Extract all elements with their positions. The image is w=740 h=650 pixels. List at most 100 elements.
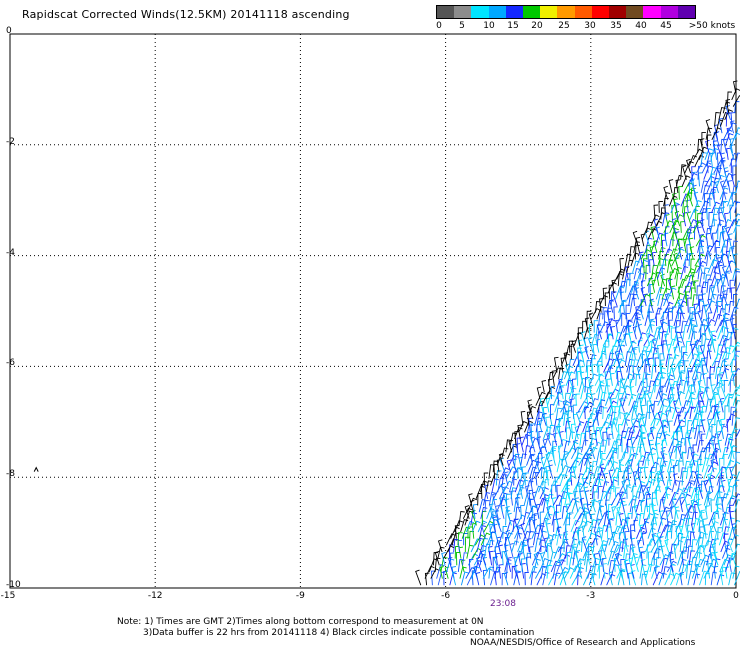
- wind-barb-1193: [569, 398, 574, 413]
- wind-barb-173: [495, 552, 501, 566]
- wind-barb-880: [530, 453, 536, 466]
- wind-barb-1815: [694, 253, 706, 267]
- wind-barb-369: [454, 525, 460, 539]
- wind-barb-801: [558, 464, 570, 480]
- wind-barb-565: [484, 500, 490, 513]
- wind-barb-1184: [724, 405, 730, 420]
- wind-barb-1733: [700, 281, 708, 293]
- wind-barb-1100: [662, 419, 667, 433]
- wind-barb-333: [532, 532, 540, 546]
- wind-barb-671: [565, 484, 571, 499]
- wind-barb-52: [719, 570, 725, 586]
- wind-barb-1221: [734, 399, 740, 413]
- wind-barb-1155: [555, 407, 562, 420]
- wind-barb-741: [718, 477, 725, 493]
- wind-barb-604: [710, 499, 715, 513]
- wind-barb-239: [572, 543, 578, 559]
- wind-barb-637: [634, 491, 642, 506]
- wind-barb-494: [615, 512, 622, 526]
- wind-barb-29: [588, 573, 597, 586]
- wind-barb-624: [558, 490, 568, 506]
- wind-barb-1777: [703, 267, 710, 280]
- wind-barb-40: [652, 571, 663, 586]
- wind-barb-plot-area: [9, 33, 740, 589]
- wind-barb-1609: [673, 312, 682, 327]
- wind-barb-1364: [586, 365, 592, 380]
- wind-barb-763: [588, 474, 596, 486]
- wind-barb-931: [588, 446, 598, 460]
- wind-barb-58: [439, 566, 444, 579]
- wind-barb-1133: [638, 413, 646, 426]
- wind-barb-1910: [650, 214, 660, 227]
- wind-barb-1916: [682, 212, 688, 227]
- wind-barb-80: [569, 565, 580, 579]
- wind-barb-1123: [575, 410, 582, 426]
- lat-label-3: -6: [6, 358, 15, 369]
- wind-barb-1179: [695, 406, 703, 420]
- stray-mark: [33, 466, 39, 472]
- wind-barb-1808: [651, 251, 657, 267]
- wind-barb-1172: [650, 403, 656, 420]
- wind-barb-776: [659, 471, 666, 486]
- wind-barb-1623: [607, 307, 613, 320]
- wind-barb-1952: [734, 201, 740, 213]
- wind-barb-1302: [606, 378, 612, 393]
- wind-barb-2035: [726, 147, 731, 160]
- wind-barb-484: [554, 511, 560, 526]
- wind-barb-2060: [729, 120, 735, 134]
- wind-barb-341: [576, 529, 582, 546]
- wind-barb-1139: [673, 414, 682, 426]
- wind-barb-323: [474, 534, 485, 546]
- wind-barb-1985: [712, 177, 720, 194]
- wind-barb-621: [541, 494, 550, 506]
- wind-barb-1230: [581, 395, 592, 406]
- wind-barb-1800: [717, 257, 722, 273]
- wind-barb-1728: [668, 278, 673, 293]
- wind-barb-533: [566, 503, 571, 519]
- wind-barb-2030: [698, 146, 708, 160]
- wind-barb-656: [480, 483, 486, 499]
- wind-barb-190: [593, 553, 599, 566]
- wind-barb-1972: [702, 184, 710, 200]
- wind-barb-353: [649, 534, 659, 546]
- wind-barb-299: [623, 538, 629, 553]
- wind-barb-1309: [648, 380, 655, 393]
- wind-barb-41: [658, 572, 667, 586]
- wind-barb-351: [637, 530, 648, 546]
- wind-barb-1968: [678, 186, 683, 200]
- wind-barb-159: [719, 558, 729, 573]
- wind-barb-1367: [604, 366, 614, 380]
- wind-barb-1060: [649, 426, 655, 440]
- wind-barb-1924: [731, 213, 740, 227]
- wind-barb-1042: [548, 424, 555, 440]
- wind-barb-1717: [607, 281, 617, 293]
- wind-barb-1556: [674, 326, 680, 340]
- wind-barb-125: [520, 558, 526, 572]
- wind-barb-1401: [617, 358, 623, 373]
- wind-barb-132: [558, 558, 564, 573]
- wind-barb-705: [508, 478, 518, 493]
- wind-barb-1950: [722, 200, 728, 213]
- wind-barb-206: [688, 550, 696, 566]
- wind-barb-1681: [663, 294, 672, 307]
- wind-barb-1584: [680, 320, 687, 333]
- wind-barb-1563: [717, 325, 727, 340]
- wind-barb-473: [492, 510, 497, 526]
- wind-barb-258: [687, 545, 693, 559]
- wind-barb-280: [517, 541, 526, 553]
- wind-barb-1014: [608, 433, 613, 446]
- wind-barb-1204: [635, 397, 643, 413]
- wind-barb-1568: [584, 317, 590, 333]
- wind-barb-1459: [604, 346, 610, 360]
- wind-barb-990: [697, 439, 704, 453]
- wind-barb-1113: [520, 410, 526, 426]
- wind-barb-1566: [732, 323, 737, 340]
- wind-barb-449: [633, 519, 639, 533]
- wind-barb-219: [458, 546, 464, 559]
- wind-barb-573: [529, 498, 535, 513]
- wind-barb-198: [640, 551, 646, 566]
- wind-barb-719: [590, 478, 600, 493]
- wind-barb-49: [704, 573, 710, 586]
- wind-barb-1613: [693, 312, 699, 327]
- wind-barb-1107: [700, 419, 706, 433]
